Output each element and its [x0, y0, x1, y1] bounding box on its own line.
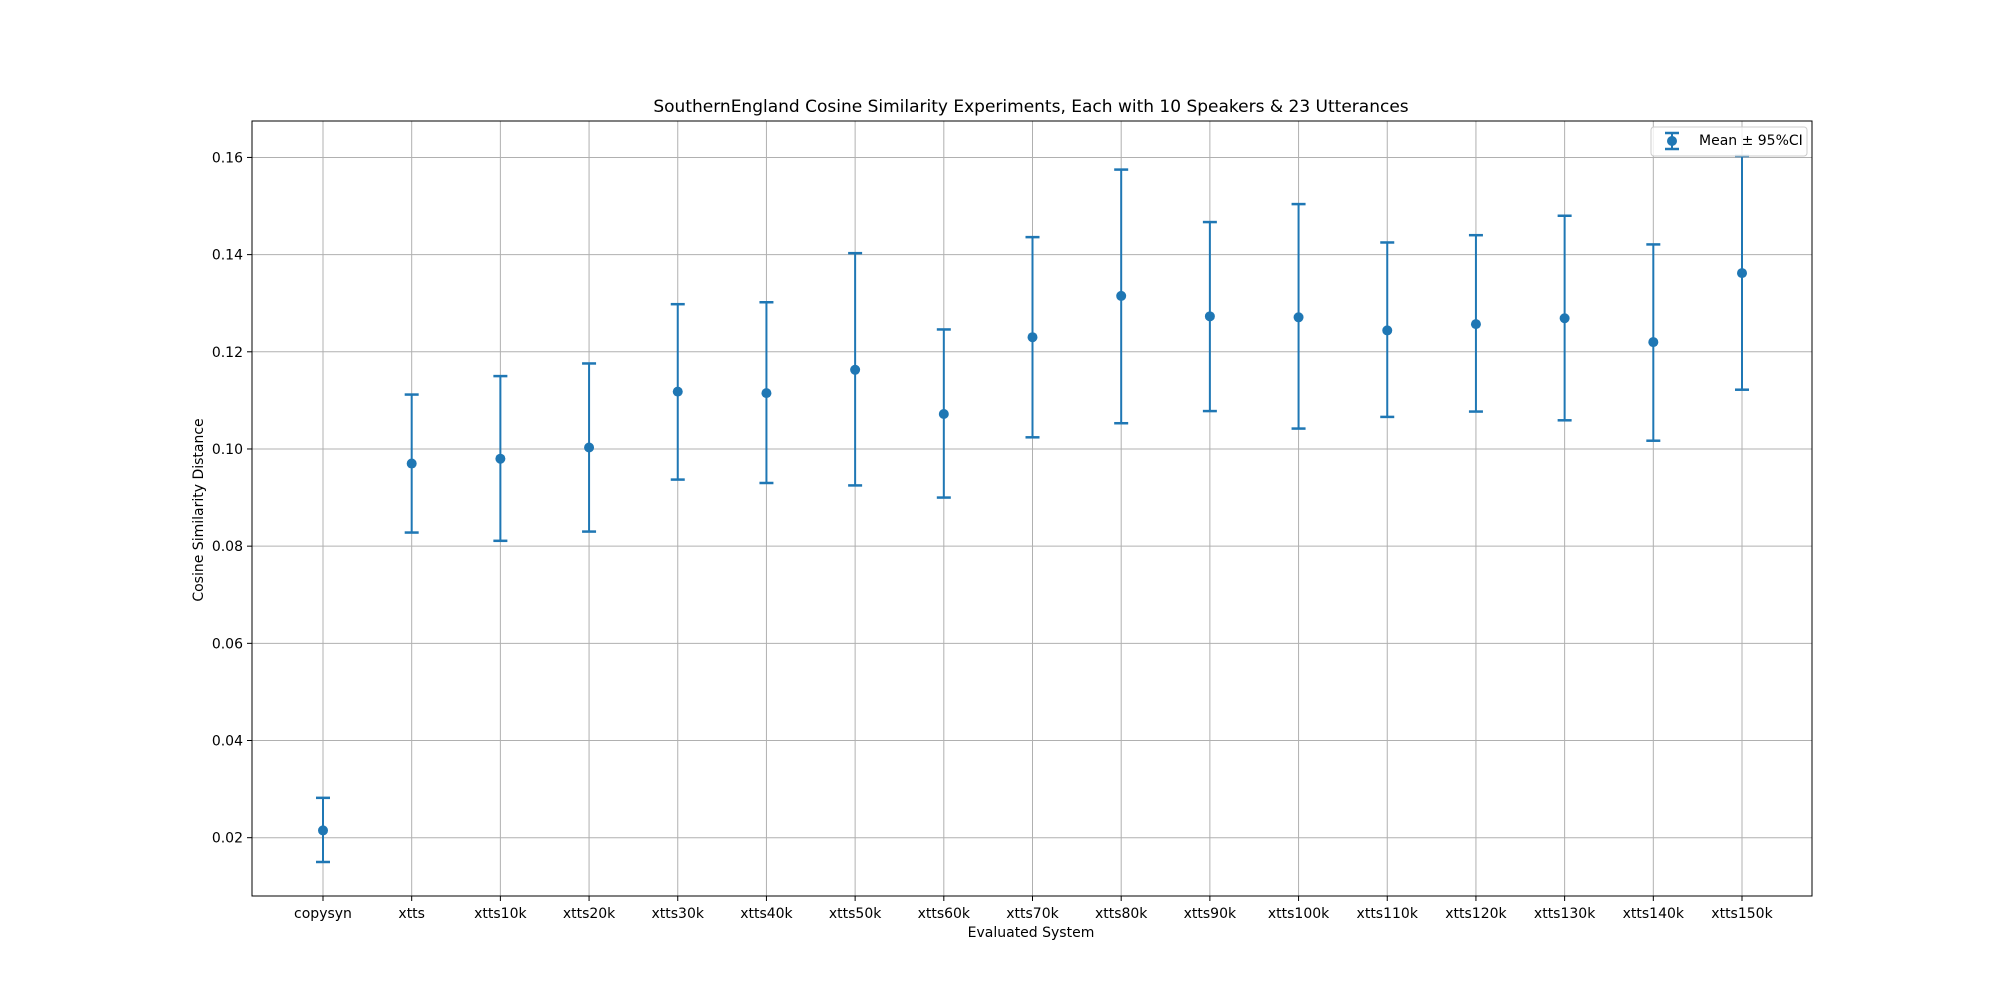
mean-point: [318, 825, 328, 836]
error-bar-xtts130k: [1557, 214, 1572, 422]
y-tick-label: 0.14: [212, 248, 243, 264]
error-bar-xtts10k: [493, 374, 508, 543]
legend: Mean ± 95%CI: [1650, 126, 1808, 157]
error-bar-xtts30k: [670, 302, 685, 481]
mean-point: [584, 442, 595, 453]
x-tick-label: xtts60k: [918, 906, 971, 922]
x-axis-label: Evaluated System: [968, 925, 1095, 941]
error-bar-xtts20k: [582, 362, 597, 533]
x-tick-label: xtts100k: [1268, 906, 1330, 922]
error-bar-xtts: [404, 393, 419, 534]
y-axis-label: Cosine Similarity Distance: [191, 418, 207, 601]
mean-point: [1382, 325, 1393, 336]
error-bar-xtts100k: [1291, 202, 1306, 430]
mean-point: [1204, 311, 1215, 322]
mean-point: [1648, 337, 1659, 348]
legend-label: Mean ± 95%CI: [1699, 133, 1803, 149]
mean-point: [761, 388, 772, 399]
error-bar-xtts50k: [848, 251, 863, 487]
y-tick-label: 0.04: [212, 734, 243, 750]
error-bar-xtts120k: [1468, 233, 1483, 413]
x-tick-label: xtts140k: [1623, 906, 1685, 922]
axes: copysyn xtts xtts10k xtts20k xtts30k xtts40k x…: [212, 120, 1813, 922]
x-tick-label: copysyn: [294, 906, 352, 922]
legend-box: [1650, 126, 1808, 157]
mean-point: [1293, 312, 1304, 323]
mean-point: [850, 364, 861, 375]
y-tick-label: 0.08: [212, 539, 243, 555]
error-bar-xtts40k: [759, 300, 774, 485]
x-tick-label: xtts20k: [563, 906, 616, 922]
y-tick-label: 0.06: [212, 636, 243, 652]
x-tick-label: xtts80k: [1095, 906, 1148, 922]
y-tick-label: 0.02: [212, 831, 243, 847]
mean-point: [938, 408, 949, 419]
error-bar-xtts70k: [1025, 235, 1040, 439]
x-tick-label: xtts110k: [1357, 906, 1419, 922]
mean-point: [495, 453, 506, 464]
mean-point: [1116, 290, 1127, 301]
x-tick-label: xtts150k: [1711, 906, 1773, 922]
legend-marker: [1665, 131, 1679, 151]
x-tick-label: xtts: [398, 906, 425, 922]
mean-point: [1559, 313, 1570, 324]
x-tick-label: xtts40k: [740, 906, 793, 922]
y-tick-label: 0.10: [212, 442, 243, 458]
error-bar-xtts80k: [1114, 168, 1129, 425]
mean-point: [672, 386, 683, 397]
x-tick-label: xtts130k: [1534, 906, 1596, 922]
plot-frame: [251, 120, 1813, 897]
chart-title: SouthernEngland Cosine Similarity Experi…: [653, 97, 1408, 117]
error-bar-xtts90k: [1202, 220, 1217, 413]
mean-point: [1470, 319, 1481, 330]
x-tick-label: xtts70k: [1006, 906, 1059, 922]
x-tick-label: xtts90k: [1184, 906, 1237, 922]
error-bar-xtts60k: [936, 328, 951, 499]
x-tick-label: xtts30k: [652, 906, 705, 922]
x-tick-label: xtts120k: [1445, 906, 1507, 922]
legend-marker-point: [1667, 136, 1677, 146]
error-bar-xtts110k: [1380, 241, 1395, 419]
mean-point: [1737, 268, 1747, 279]
y-tick-label: 0.12: [212, 345, 243, 361]
error-bar-copysyn: [316, 796, 330, 864]
y-tick-label: 0.16: [212, 150, 243, 166]
error-bar-xtts150k: [1735, 154, 1749, 391]
mean-point: [406, 458, 417, 469]
x-tick-label: xtts10k: [474, 906, 527, 922]
data-series: [316, 154, 1749, 864]
error-bar-xtts140k: [1646, 243, 1661, 442]
x-tick-label: xtts50k: [829, 906, 882, 922]
mean-point: [1027, 332, 1038, 343]
